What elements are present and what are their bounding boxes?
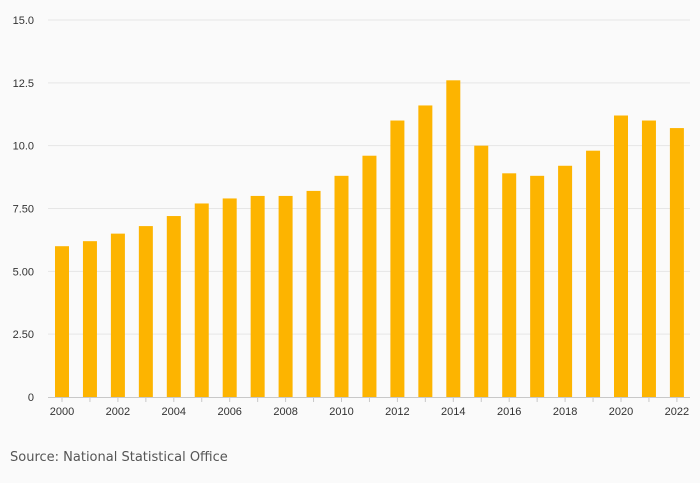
bar-2014 <box>446 80 461 397</box>
bar-2006 <box>222 198 237 397</box>
bar-2021 <box>641 120 656 398</box>
bar-2019 <box>586 150 601 397</box>
bar-2011 <box>362 155 377 397</box>
y-tick-label: 2.50 <box>13 329 34 341</box>
y-tick-label: 15.0 <box>13 15 34 27</box>
bar-2016 <box>502 173 517 397</box>
x-tick-label: 2016 <box>497 406 521 418</box>
y-tick-labels: 0 2.50 5.00 7.50 10.0 12.5 15.0 <box>13 15 34 404</box>
bar-2013 <box>418 105 433 397</box>
x-tick-labels: 2000 2002 2004 2006 2008 2010 2012 2014 2016 2018… <box>50 406 689 418</box>
y-tick-label: 7.50 <box>13 204 34 216</box>
x-tick-label: 2004 <box>162 406 186 418</box>
x-tick-label: 2000 <box>50 406 74 418</box>
bar-2000 <box>55 246 69 397</box>
x-tick-label: 2002 <box>106 406 130 418</box>
y-tick-label: 5.00 <box>13 266 34 278</box>
x-axis <box>48 397 690 402</box>
x-tick-label: 2010 <box>329 406 353 418</box>
bar-2007 <box>250 195 265 397</box>
x-tick-label: 2006 <box>217 406 241 418</box>
bar-2008 <box>278 195 293 397</box>
source-note: Source: National Statistical Office <box>10 450 228 465</box>
x-tick-label: 2020 <box>609 406 633 418</box>
bar-2018 <box>558 165 573 397</box>
y-tick-label: 10.0 <box>13 141 34 153</box>
bar-2002 <box>110 233 125 397</box>
bar-2009 <box>306 190 321 397</box>
x-tick-label: 2018 <box>553 406 577 418</box>
bar-2001 <box>82 241 97 397</box>
bar-2020 <box>614 115 628 398</box>
x-tick-label: 2022 <box>665 406 689 418</box>
bar-2022 <box>669 128 684 397</box>
bar-2003 <box>138 226 153 397</box>
bar-2004 <box>166 216 181 397</box>
bars <box>55 80 684 398</box>
x-tick-label: 2008 <box>273 406 297 418</box>
bar-2012 <box>390 120 405 398</box>
x-tick-label: 2014 <box>441 406 465 418</box>
x-tick-label: 2012 <box>385 406 409 418</box>
y-tick-label: 0 <box>28 392 34 404</box>
bar-2015 <box>474 145 489 397</box>
bar-2017 <box>530 175 545 397</box>
bar-2010 <box>334 175 349 397</box>
bar-2005 <box>194 203 209 397</box>
y-tick-label: 12.5 <box>13 78 34 90</box>
